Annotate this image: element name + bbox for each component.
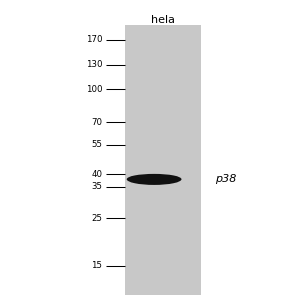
Bar (125, 25, 201, 295)
Text: p38: p38 (215, 174, 236, 184)
Text: 40: 40 (91, 170, 102, 179)
Text: 70: 70 (91, 118, 102, 127)
Text: 15: 15 (91, 261, 102, 270)
Text: 35: 35 (91, 182, 102, 191)
Text: 25: 25 (91, 214, 102, 223)
Text: hela: hela (151, 14, 175, 25)
Text: 100: 100 (85, 85, 102, 94)
Text: 170: 170 (85, 35, 102, 44)
Ellipse shape (127, 174, 181, 185)
Text: 55: 55 (91, 140, 102, 149)
Text: 130: 130 (85, 60, 102, 69)
